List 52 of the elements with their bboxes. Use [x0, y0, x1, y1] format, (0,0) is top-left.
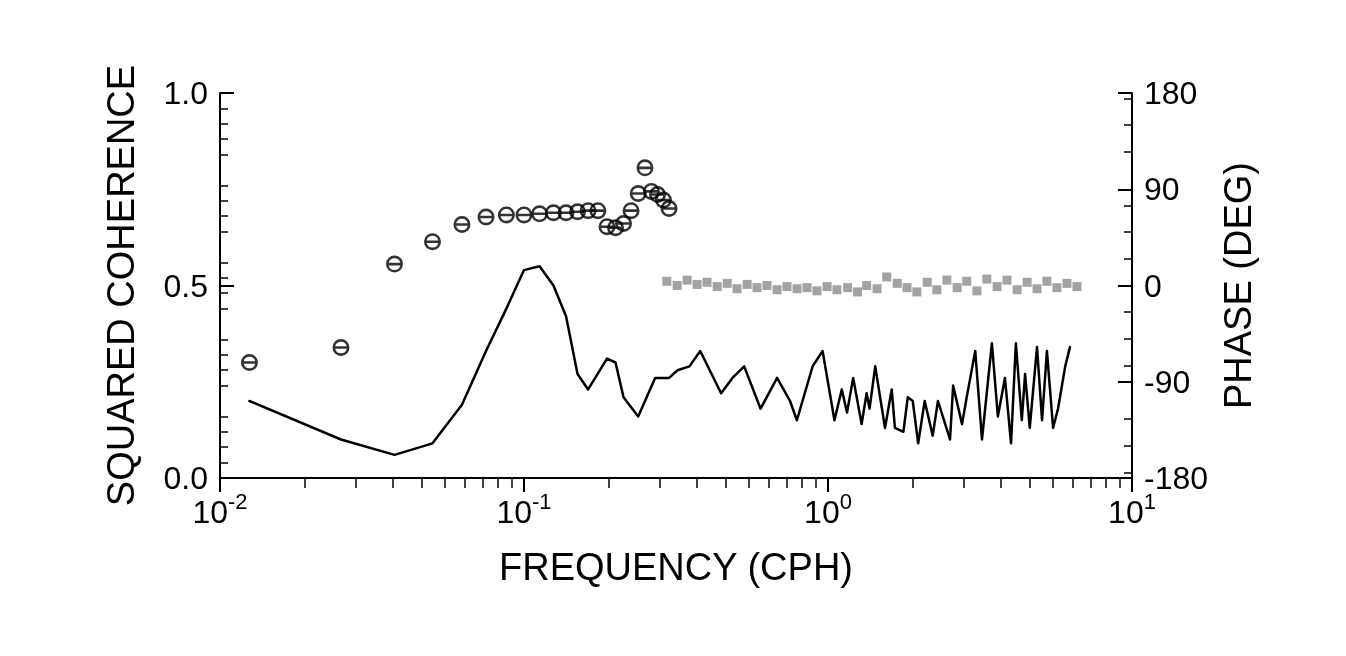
point	[1072, 282, 1082, 292]
point	[1062, 278, 1072, 288]
point	[922, 277, 932, 287]
point	[872, 284, 882, 294]
point	[682, 275, 692, 285]
point	[702, 277, 712, 287]
point	[692, 279, 702, 289]
point	[832, 285, 842, 295]
point	[802, 283, 812, 293]
point	[972, 286, 982, 296]
point	[962, 276, 972, 286]
point	[902, 283, 912, 293]
point	[1052, 283, 1062, 293]
point	[1042, 276, 1052, 286]
point	[662, 276, 672, 286]
point	[982, 274, 992, 284]
y-tick-label: 1.0	[163, 75, 208, 111]
y2-tick-label: 0	[1144, 267, 1162, 304]
point	[1002, 275, 1012, 285]
point	[772, 285, 782, 295]
x-axis-title: FREQUENCY (CPH)	[499, 546, 853, 588]
point	[852, 287, 862, 297]
y-axis-title: SQUARED COHERENCE	[100, 64, 142, 507]
point	[952, 283, 962, 293]
point	[822, 282, 832, 292]
y2-tick-label: 180	[1144, 75, 1198, 111]
point	[792, 284, 802, 294]
point	[942, 275, 952, 285]
point	[992, 282, 1002, 292]
point	[843, 283, 853, 293]
y2-axis-title: PHASE (DEG)	[1216, 161, 1259, 410]
point	[882, 272, 892, 282]
point	[1012, 285, 1022, 295]
point	[912, 287, 922, 297]
point	[812, 286, 822, 296]
y-tick-label: 0.0	[163, 460, 208, 496]
point	[1022, 277, 1032, 287]
point	[782, 282, 792, 292]
point	[752, 283, 762, 293]
point	[892, 278, 902, 288]
point	[932, 285, 942, 295]
point	[722, 278, 732, 288]
point	[762, 281, 772, 290]
y2-tick-label: 90	[1144, 171, 1180, 208]
point	[862, 281, 872, 290]
point	[672, 281, 682, 290]
y-tick-label: 0.5	[163, 267, 208, 304]
point	[742, 279, 752, 289]
point	[1032, 284, 1042, 294]
point	[732, 284, 742, 294]
point	[712, 282, 722, 292]
y2-tick-label: -90	[1144, 363, 1191, 400]
